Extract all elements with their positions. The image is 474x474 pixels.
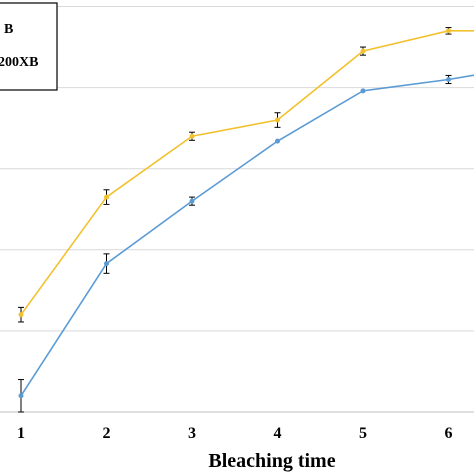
x-tick-label: 6 bbox=[445, 425, 453, 442]
data-point bbox=[275, 117, 280, 123]
x-tick-label: 5 bbox=[359, 425, 367, 442]
legend-box bbox=[0, 2, 58, 91]
data-point bbox=[360, 48, 366, 54]
data-point bbox=[18, 312, 24, 318]
data-point bbox=[104, 261, 109, 267]
series-2 bbox=[18, 74, 474, 413]
series-1 bbox=[18, 27, 474, 323]
data-point bbox=[18, 393, 24, 399]
x-tick-label: 1 bbox=[17, 425, 25, 442]
legend-entry-2: 200XB bbox=[0, 55, 38, 70]
x-axis-title: Bleaching time bbox=[208, 450, 335, 472]
data-point bbox=[360, 88, 366, 94]
x-tick-label: 2 bbox=[103, 425, 111, 442]
data-point bbox=[189, 198, 195, 204]
data-point bbox=[446, 28, 451, 34]
legend-entry-1: B bbox=[4, 22, 13, 37]
data-point bbox=[446, 76, 451, 82]
x-tick-label: 3 bbox=[188, 425, 196, 442]
data-point bbox=[189, 133, 195, 139]
series-layer bbox=[18, 27, 474, 413]
data-point bbox=[104, 194, 109, 200]
legend: B 200XB bbox=[0, 2, 58, 91]
x-tick-labels: 1 2 3 4 5 6 bbox=[17, 425, 453, 442]
x-tick-label: 4 bbox=[274, 425, 282, 442]
data-point bbox=[275, 138, 280, 144]
